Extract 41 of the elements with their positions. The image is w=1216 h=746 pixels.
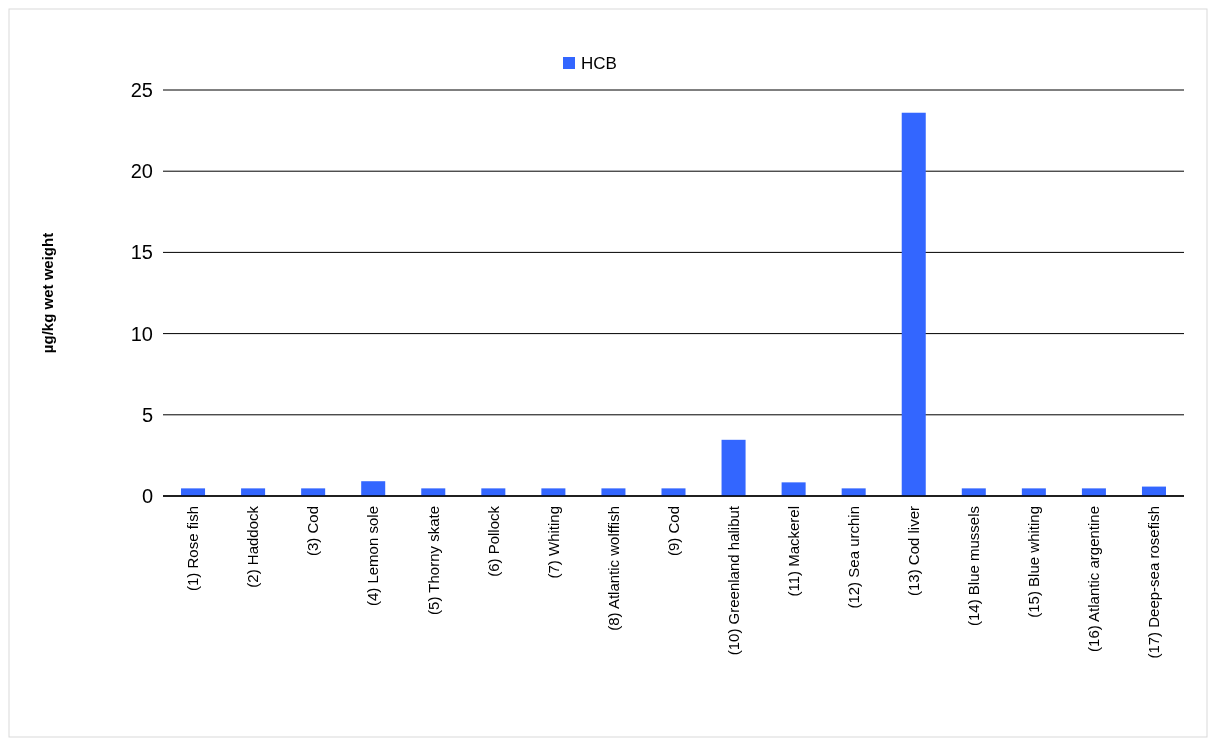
x-tick-label: (13) Cod liver xyxy=(904,506,922,597)
bar xyxy=(601,488,626,496)
y-tick-label: 15 xyxy=(130,241,153,264)
y-tick-label: 10 xyxy=(130,322,153,345)
x-tick-label: (11) Mackerel xyxy=(784,506,802,597)
bar xyxy=(841,488,866,496)
x-tick-label: (5) Thorny skate xyxy=(424,506,442,615)
bar xyxy=(781,482,806,496)
bar xyxy=(901,112,926,496)
bar xyxy=(421,488,446,496)
x-tick-label: (12) Sea urchin xyxy=(844,506,862,609)
x-tick-label: (4) Lemon sole xyxy=(364,506,382,607)
bar xyxy=(241,488,266,496)
x-tick-label: (15) Blue whiting xyxy=(1025,506,1043,618)
x-tick-label: (10) Greenland halibut xyxy=(724,505,742,656)
bar xyxy=(361,481,386,496)
x-tick-label: (6) Pollock xyxy=(484,505,502,577)
bar xyxy=(481,488,506,496)
y-tick-label: 0 xyxy=(141,485,153,507)
bar xyxy=(1081,488,1106,496)
bar xyxy=(181,488,206,496)
y-tick-label: 5 xyxy=(141,403,153,426)
x-tick-label: (8) Atlantic wolffish xyxy=(604,506,622,631)
bar xyxy=(661,488,686,496)
bar xyxy=(721,439,746,496)
x-tick-label: (14) Blue mussels xyxy=(965,506,983,627)
y-tick-label: 20 xyxy=(130,160,153,183)
y-axis-title: µg/kg wet weight xyxy=(39,232,56,354)
bar xyxy=(301,488,326,496)
legend-label: HCB xyxy=(581,53,617,73)
x-tick-label: (1) Rose fish xyxy=(184,506,202,592)
x-tick-label: (3) Cod xyxy=(304,506,322,557)
bar xyxy=(1021,488,1046,496)
x-tick-label: (9) Cod xyxy=(664,506,682,557)
x-tick-label: (2) Haddock xyxy=(244,505,262,588)
bar xyxy=(541,488,566,496)
x-tick-label: (7) Whiting xyxy=(544,506,562,579)
y-tick-label: 25 xyxy=(130,79,153,101)
bar xyxy=(961,488,986,496)
x-tick-label: (17) Deep-sea rosefish xyxy=(1145,506,1163,659)
x-tick-label: (16) Atlantic argentine xyxy=(1085,506,1103,652)
